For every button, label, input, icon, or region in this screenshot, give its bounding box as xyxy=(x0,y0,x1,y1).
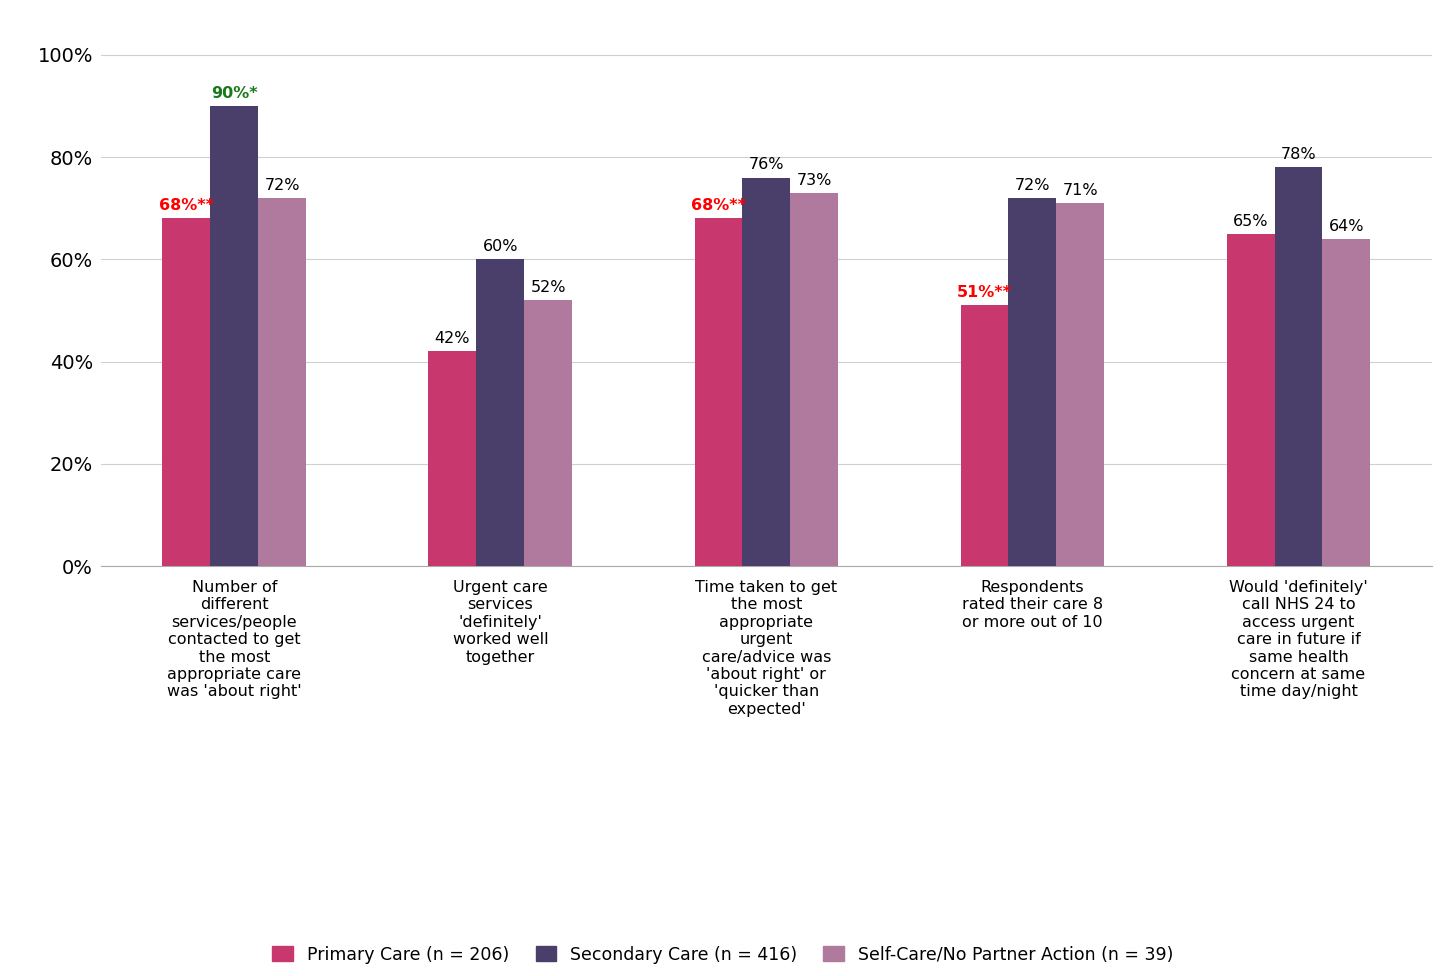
Bar xyxy=(742,178,791,566)
Text: 90%*: 90%* xyxy=(211,86,257,101)
Bar xyxy=(162,219,210,566)
Bar xyxy=(259,198,307,566)
Bar xyxy=(428,351,476,566)
Bar xyxy=(1274,167,1323,566)
Bar xyxy=(210,106,259,566)
Text: 71%: 71% xyxy=(1063,183,1098,198)
Text: 60%: 60% xyxy=(483,239,518,254)
Text: 68%**: 68%** xyxy=(159,198,214,214)
Bar xyxy=(791,193,839,566)
Text: 51%**: 51%** xyxy=(957,285,1012,301)
Bar xyxy=(476,260,525,566)
Bar xyxy=(1323,239,1371,566)
Text: 68%**: 68%** xyxy=(691,198,746,214)
Text: 65%: 65% xyxy=(1233,214,1268,228)
Bar xyxy=(525,301,573,566)
Text: 73%: 73% xyxy=(797,173,831,187)
Text: 52%: 52% xyxy=(531,280,565,295)
Bar xyxy=(1008,198,1057,566)
Text: 72%: 72% xyxy=(1015,178,1050,193)
Text: 64%: 64% xyxy=(1329,219,1364,234)
Legend: Primary Care (n = 206), Secondary Care (n = 416), Self-Care/No Partner Action (n: Primary Care (n = 206), Secondary Care (… xyxy=(263,937,1183,972)
Text: 42%: 42% xyxy=(435,331,470,346)
Bar xyxy=(1226,234,1274,566)
Bar xyxy=(1057,203,1105,566)
Bar xyxy=(960,305,1008,566)
Text: 76%: 76% xyxy=(749,157,784,173)
Text: 72%: 72% xyxy=(265,178,299,193)
Bar xyxy=(694,219,742,566)
Text: 78%: 78% xyxy=(1281,147,1316,162)
